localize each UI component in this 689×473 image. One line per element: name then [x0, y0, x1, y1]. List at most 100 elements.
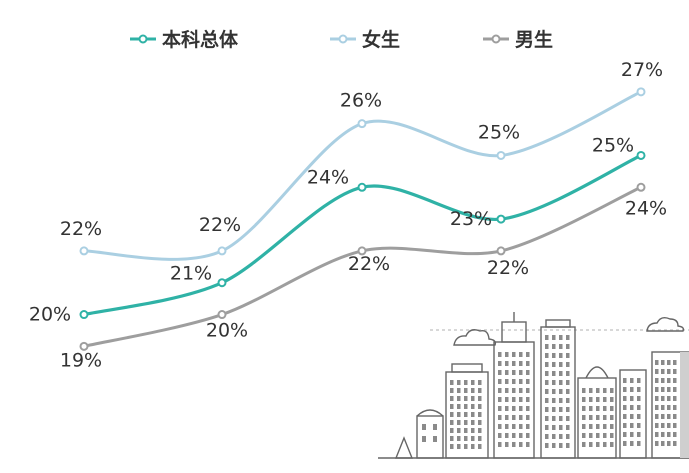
window	[519, 388, 523, 393]
window	[478, 412, 482, 417]
building-a-top	[451, 363, 483, 373]
window	[655, 432, 659, 437]
legend-marker	[491, 34, 501, 44]
data-point	[357, 246, 367, 256]
data-label: 23%	[450, 208, 492, 230]
legend-marker	[138, 34, 148, 44]
window	[655, 414, 659, 419]
window	[552, 389, 556, 394]
window	[478, 388, 482, 393]
cloud-right	[646, 316, 685, 332]
window	[630, 432, 634, 437]
window	[498, 442, 502, 447]
window	[655, 405, 659, 410]
window	[526, 361, 530, 366]
window	[673, 405, 677, 410]
window	[566, 425, 570, 430]
window	[545, 353, 549, 358]
window	[545, 389, 549, 394]
data-point	[217, 310, 227, 320]
window	[661, 369, 665, 374]
window	[596, 415, 600, 420]
building-small-left	[416, 415, 444, 459]
window	[623, 405, 627, 410]
window	[559, 434, 563, 439]
window	[512, 406, 516, 411]
window	[498, 406, 502, 411]
window	[545, 407, 549, 412]
data-point	[217, 278, 227, 288]
window	[505, 352, 509, 357]
window	[559, 416, 563, 421]
window	[519, 397, 523, 402]
window	[422, 424, 426, 430]
legend-label: 女生	[362, 28, 400, 51]
window	[582, 388, 586, 393]
window	[630, 387, 634, 392]
window	[661, 414, 665, 419]
window	[545, 425, 549, 430]
window	[464, 436, 468, 441]
window	[545, 344, 549, 349]
window	[596, 397, 600, 402]
window	[505, 379, 509, 384]
window	[667, 396, 671, 401]
window	[545, 443, 549, 448]
window	[630, 378, 634, 383]
data-label: 22%	[60, 218, 102, 240]
window	[673, 396, 677, 401]
data-label: 20%	[206, 320, 248, 342]
window	[661, 405, 665, 410]
window	[566, 416, 570, 421]
data-label: 24%	[307, 166, 349, 188]
window	[471, 412, 475, 417]
building-b-top	[501, 321, 527, 343]
tent-left	[394, 436, 414, 459]
window	[589, 397, 593, 402]
window	[610, 397, 614, 402]
window	[610, 442, 614, 447]
chart-legend: 本科总体 女生 男生	[130, 28, 553, 51]
data-point	[636, 182, 646, 192]
window	[498, 415, 502, 420]
window	[478, 444, 482, 449]
data-label: 25%	[592, 134, 634, 156]
series-line	[82, 90, 643, 261]
window	[450, 436, 454, 441]
data-point	[217, 246, 227, 256]
window	[623, 396, 627, 401]
window	[512, 397, 516, 402]
window	[433, 424, 437, 430]
window	[457, 420, 461, 425]
window	[505, 415, 509, 420]
window	[610, 388, 614, 393]
window	[637, 396, 641, 401]
building-c-top	[545, 319, 571, 328]
window	[545, 380, 549, 385]
window	[471, 380, 475, 385]
window	[623, 414, 627, 419]
window	[519, 406, 523, 411]
data-point	[496, 150, 506, 160]
data-point	[79, 246, 89, 256]
window	[566, 353, 570, 358]
data-labels: 20% 21% 24% 23% 25% 22% 22% 26% 25% 27% 19% 20% 22% 2…	[29, 59, 667, 372]
data-point	[357, 182, 367, 192]
window	[545, 362, 549, 367]
window	[464, 444, 468, 449]
window	[603, 388, 607, 393]
window	[519, 361, 523, 366]
window	[582, 397, 586, 402]
window	[655, 378, 659, 383]
window	[526, 433, 530, 438]
window	[526, 352, 530, 357]
window	[552, 398, 556, 403]
window	[559, 389, 563, 394]
window	[471, 428, 475, 433]
window	[505, 424, 509, 429]
window	[519, 433, 523, 438]
window	[505, 397, 509, 402]
window	[630, 414, 634, 419]
window	[498, 352, 502, 357]
window	[655, 396, 659, 401]
